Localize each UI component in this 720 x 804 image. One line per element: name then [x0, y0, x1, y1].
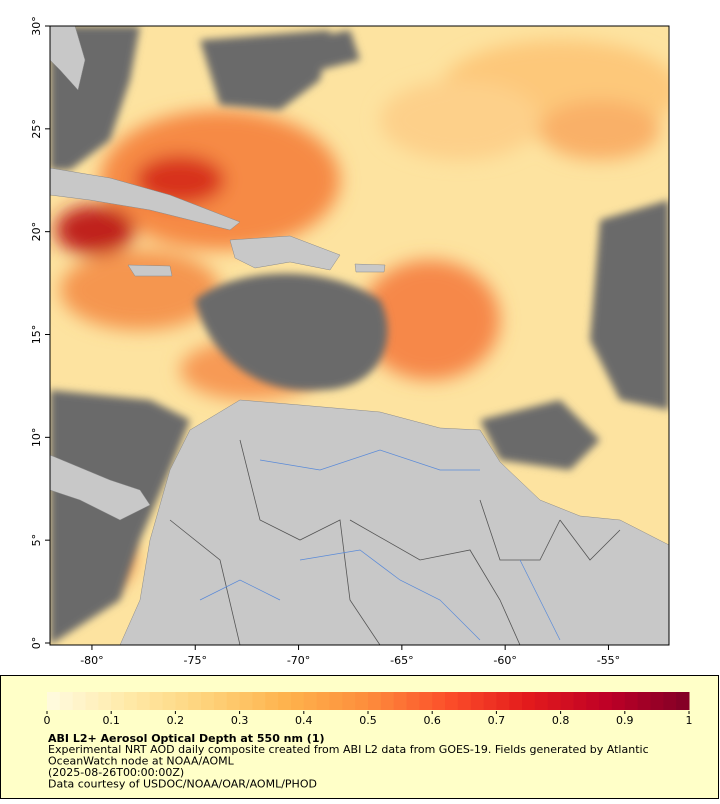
colorbar-swatch: [663, 692, 677, 710]
x-tick-label: -80°: [80, 654, 103, 667]
colorbar-swatch: [162, 692, 176, 710]
colorbar-swatch: [560, 692, 574, 710]
caption-line: (2025-08-26T00:00:00Z): [48, 766, 184, 779]
colorbar-swatch: [175, 692, 189, 710]
map-frame: [49, 25, 670, 646]
caption-line: OceanWatch node at NOAA/AOML: [48, 755, 235, 768]
colorbar-swatch: [252, 692, 266, 710]
colorbar-swatch: [445, 692, 459, 710]
y-tick-label: 10°: [30, 428, 43, 448]
colorbar-swatch: [265, 692, 279, 710]
colorbar-swatch: [111, 692, 125, 710]
colorbar-tick-label: 0.5: [359, 714, 377, 727]
colorbar-tick-label: 0.3: [231, 714, 249, 727]
colorbar-swatch: [393, 692, 408, 710]
y-tick-label: 0°: [30, 637, 43, 650]
colorbar-tick-label: 0.8: [552, 714, 570, 727]
colorbar-swatch: [483, 692, 497, 710]
colorbar-swatch: [573, 692, 587, 710]
colorbar-swatch: [239, 692, 253, 710]
colorbar-swatch: [470, 692, 485, 710]
colorbar-swatch: [278, 692, 292, 710]
colorbar-swatch: [534, 692, 549, 710]
colorbar-swatch: [368, 692, 382, 710]
y-tick-label: 30°: [30, 16, 43, 36]
colorbar-swatch: [650, 692, 664, 710]
caption-title: ABI L2+ Aerosol Optical Depth at 550 nm …: [48, 732, 325, 745]
colorbar-tick-label: 0.9: [616, 714, 634, 727]
y-tick-label: 25°: [30, 119, 43, 139]
borders: [169, 439, 621, 645]
colorbar-swatch: [290, 692, 305, 710]
colorbar-swatch: [124, 692, 138, 710]
colorbar-tick-label: 0.2: [167, 714, 185, 727]
colorbar-swatch: [59, 692, 74, 710]
colorbar-swatch: [432, 692, 446, 710]
colorbar-swatch: [98, 692, 112, 710]
y-tick-label: 15°: [30, 325, 43, 345]
colorbar-swatch: [355, 692, 369, 710]
x-tick-label: -60°: [493, 654, 516, 667]
caption-line: Experimental NRT AOD daily composite cre…: [48, 743, 649, 756]
colorbar-swatch: [213, 692, 228, 710]
colorbar-swatch: [586, 692, 600, 710]
colorbar-tick-label: 0.4: [295, 714, 313, 727]
colorbar-swatch: [303, 692, 318, 710]
colorbar-swatch: [496, 692, 510, 710]
x-tick-label: -75°: [184, 654, 207, 667]
colorbar-swatch: [522, 692, 536, 710]
colorbar-swatch: [149, 692, 164, 710]
colorbar-swatch: [380, 692, 395, 710]
colorbar-tick-label: 0.1: [102, 714, 120, 727]
colorbar-swatch: [419, 692, 433, 710]
colorbar-swatch: [72, 692, 87, 710]
colorbar-swatch: [611, 692, 626, 710]
colorbar-tick-label: 1: [686, 714, 693, 727]
map-area: [50, 26, 669, 645]
colorbar-swatch: [457, 692, 472, 710]
y-tick-label: 5°: [30, 534, 43, 547]
x-tick-label: -70°: [287, 654, 310, 667]
colorbar-swatch: [188, 692, 202, 710]
colorbar-swatch: [85, 692, 99, 710]
colorbar-swatch: [226, 692, 241, 710]
x-tick-label: -65°: [390, 654, 413, 667]
colorbar-tick-label: 0: [44, 714, 51, 727]
colorbar-tick-label: 0.7: [488, 714, 506, 727]
colorbar-swatch: [47, 692, 61, 710]
caption-line: Data courtesy of USDOC/NOAA/OAR/AOML/PHO…: [48, 778, 317, 791]
rivers: [199, 449, 561, 641]
colorbar-swatch: [624, 692, 639, 710]
colorbar-swatch: [201, 692, 215, 710]
colorbar-swatch: [676, 692, 690, 710]
y-tick-label: 20°: [30, 222, 43, 242]
colorbar-swatch: [406, 692, 420, 710]
colorbar-tick-label: 0.6: [423, 714, 441, 727]
colorbar-swatch: [637, 692, 651, 710]
colorbar-swatch: [329, 692, 343, 710]
colorbar-swatch: [509, 692, 523, 710]
colorbar-swatch: [342, 692, 356, 710]
colorbar-swatch: [547, 692, 562, 710]
colorbar-swatch: [316, 692, 330, 710]
x-tick-label: -55°: [597, 654, 620, 667]
colorbar-swatch: [599, 692, 613, 710]
colorbar-swatch: [136, 692, 151, 710]
